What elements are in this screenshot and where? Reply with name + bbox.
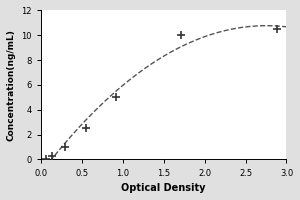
Y-axis label: Concentration(ng/mL): Concentration(ng/mL) <box>7 29 16 141</box>
X-axis label: Optical Density: Optical Density <box>122 183 206 193</box>
Point <box>43 158 48 161</box>
Point <box>113 96 118 99</box>
Point <box>178 34 183 37</box>
Point <box>84 127 88 130</box>
Point <box>274 27 279 31</box>
Point <box>49 154 54 157</box>
Point <box>63 145 68 149</box>
